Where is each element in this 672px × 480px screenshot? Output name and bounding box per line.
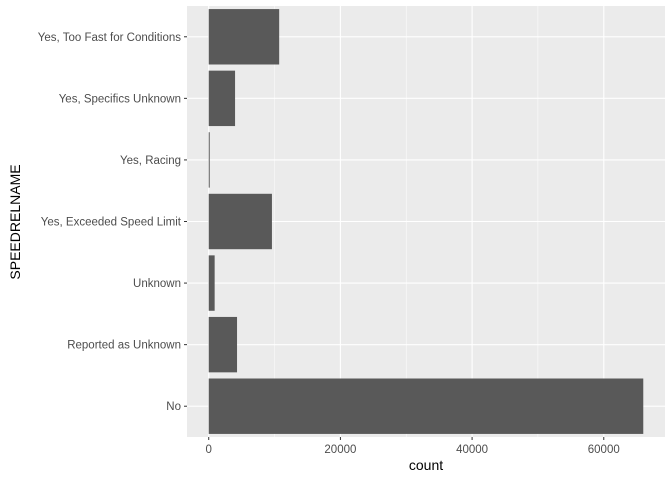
y-axis-ticks: No Reported as Unknown Unknown Yes, Exceede…: [38, 32, 187, 413]
x-tick-label: 60000: [588, 444, 620, 456]
bar: [208, 255, 215, 311]
bar: [208, 132, 210, 188]
bar: [208, 193, 272, 250]
x-axis-ticks: 0 20000 40000 60000: [206, 437, 620, 456]
x-tick-label: 0: [206, 444, 212, 456]
bar: [208, 316, 238, 373]
bar: [208, 70, 236, 127]
y-axis-title: SPEEDRELNAME: [7, 164, 23, 279]
bar: [208, 9, 280, 65]
y-tick-label: Reported as Unknown: [67, 340, 181, 352]
x-tick-label: 40000: [456, 444, 488, 456]
y-tick-label: No: [166, 401, 181, 413]
bar: [208, 378, 644, 434]
bars: [208, 9, 644, 434]
y-tick-label: Yes, Specifics Unknown: [59, 93, 181, 105]
y-tick-label: Yes, Too Fast for Conditions: [38, 32, 181, 44]
x-axis-title: count: [409, 457, 443, 473]
y-tick-label: Unknown: [133, 278, 181, 290]
y-tick-label: Yes, Racing: [120, 155, 181, 167]
y-tick-label: Yes, Exceeded Speed Limit: [41, 217, 182, 229]
x-tick-label: 20000: [324, 444, 356, 456]
